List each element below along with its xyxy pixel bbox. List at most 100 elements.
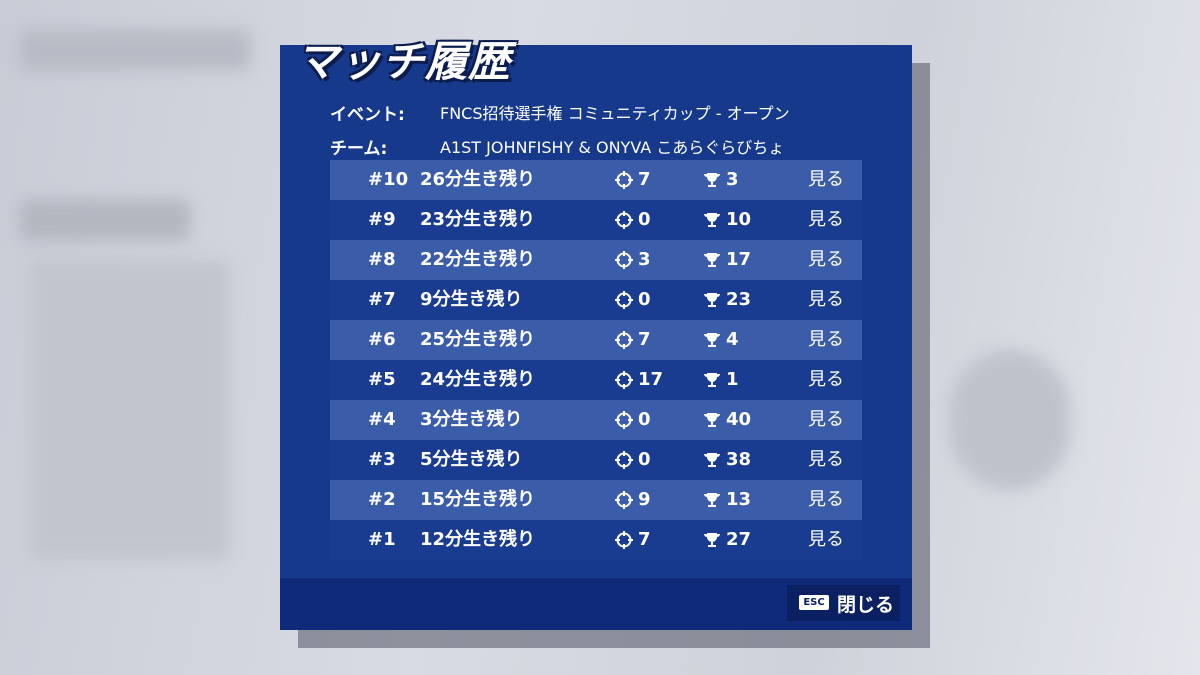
placement-icon-wrap [702,250,722,270]
placement: 4 [726,329,739,350]
match-row: #5 24分生き残り 17 1 見る [330,360,862,400]
placement-icon-wrap [702,210,722,230]
view-button[interactable]: 見る [808,489,844,510]
placement: 3 [726,169,739,190]
placement-icon [704,413,720,427]
match-row: #9 23分生き残り 0 10 見る [330,200,862,240]
elim-icon [615,171,633,189]
eliminations-icon-wrap [614,530,634,550]
eliminations-icon-wrap [614,250,634,270]
match-row: #8 22分生き残り 3 17 見る [330,240,862,280]
eliminations-icon-wrap [614,170,634,190]
survival-time: 22分生き残り [420,249,536,270]
eliminations-icon-wrap [614,330,634,350]
view-button[interactable]: 見る [808,529,844,550]
placement-icon [704,453,720,467]
placement: 10 [726,209,752,230]
match-row: #2 15分生き残り 9 13 見る [330,480,862,520]
view-button[interactable]: 見る [808,289,844,310]
placement-icon-wrap [702,330,722,350]
survival-time: 5分生き残り [420,449,523,470]
elim-icon [615,331,633,349]
placement-icon-wrap [702,450,722,470]
placement-icon-wrap [702,410,722,430]
rank: #2 [368,489,396,510]
placement-icon-wrap [702,170,722,190]
elim-icon [615,411,633,429]
placement: 1 [726,369,739,390]
elim-icon [615,251,633,269]
rank: #9 [368,209,396,230]
eliminations-icon-wrap [614,410,634,430]
eliminations: 0 [638,209,651,230]
match-row: #3 5分生き残り 0 38 見る [330,440,862,480]
survival-time: 12分生き残り [420,529,536,550]
rank: #7 [368,289,396,310]
elim-icon [615,531,633,549]
survival-time: 15分生き残り [420,489,536,510]
eliminations: 9 [638,489,651,510]
view-button[interactable]: 見る [808,449,844,470]
event-value: FNCS招待選手権 コミュニティカップ - オープン [440,104,790,123]
eliminations: 0 [638,409,651,430]
eliminations-icon-wrap [614,370,634,390]
rank: #6 [368,329,396,350]
event-label: イベント: [330,105,405,125]
placement-icon-wrap [702,290,722,310]
elim-icon [615,371,633,389]
match-row: #1 12分生き残り 7 27 見る [330,520,862,560]
close-button[interactable]: ESC 閉じる [787,585,900,621]
view-button[interactable]: 見る [808,329,844,350]
elim-icon [615,491,633,509]
eliminations: 7 [638,329,651,350]
view-button[interactable]: 見る [808,169,844,190]
eliminations-icon-wrap [614,490,634,510]
match-row: #6 25分生き残り 7 4 見る [330,320,862,360]
placement-icon-wrap [702,370,722,390]
view-button[interactable]: 見る [808,249,844,270]
rank: #4 [368,409,396,430]
eliminations: 17 [638,369,664,390]
match-row: #4 3分生き残り 0 40 見る [330,400,862,440]
rank: #5 [368,369,396,390]
placement: 40 [726,409,752,430]
eliminations: 7 [638,169,651,190]
elim-icon [615,291,633,309]
background-shape [30,260,230,560]
placement-icon [704,333,720,347]
placement-icon [704,173,720,187]
eliminations-icon-wrap [614,450,634,470]
placement: 23 [726,289,752,310]
placement: 38 [726,449,752,470]
placement: 27 [726,529,752,550]
placement-icon-wrap [702,530,722,550]
placement: 13 [726,489,752,510]
background-shape [20,200,190,240]
view-button[interactable]: 見る [808,209,844,230]
survival-time: 24分生き残り [420,369,536,390]
placement-icon [704,293,720,307]
survival-time: 3分生き残り [420,409,523,430]
rank: #8 [368,249,396,270]
match-row: #10 26分生き残り 7 3 見る [330,160,862,200]
view-button[interactable]: 見る [808,369,844,390]
elim-icon [615,451,633,469]
eliminations-icon-wrap [614,290,634,310]
placement-icon [704,533,720,547]
view-button[interactable]: 見る [808,409,844,430]
eliminations: 7 [638,529,651,550]
rank: #3 [368,449,396,470]
eliminations: 0 [638,289,651,310]
survival-time: 23分生き残り [420,209,536,230]
rank: #10 [368,169,409,190]
eliminations-icon-wrap [614,210,634,230]
placement-icon [704,213,720,227]
key-hint: ESC [799,595,829,610]
elim-icon [615,211,633,229]
eliminations: 0 [638,449,651,470]
rank: #1 [368,529,396,550]
team-value: A1ST JOHNFISHY & ONYVA こあらぐらびちょ [440,138,785,157]
survival-time: 26分生き残り [420,169,536,190]
modal-title: マッチ履歴 [296,37,512,86]
